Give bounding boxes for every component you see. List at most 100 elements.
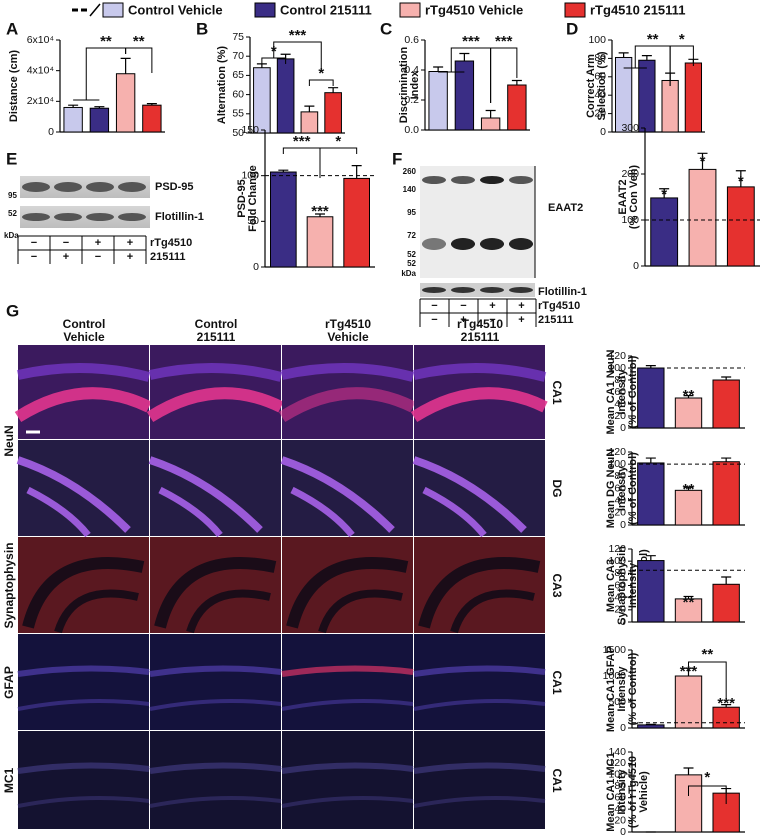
y-axis-title: (% of Control) (627, 452, 639, 525)
significance-bracket (273, 41, 322, 72)
y-axis-title: Intensity (616, 769, 628, 815)
micrograph (282, 731, 413, 829)
blot-band (54, 182, 82, 192)
y-tick-label: 0.6 (404, 34, 419, 46)
micrograph-layer (281, 698, 414, 711)
y-tick-label: 75 (232, 31, 244, 43)
y-axis-title: Vehicle) (638, 771, 650, 813)
micrograph-layer (413, 698, 546, 711)
significance-label: * (700, 153, 706, 170)
significance-label: ** (100, 33, 112, 50)
legend-label: Control Vehicle (128, 2, 223, 17)
legend-label: rTg4510 215111 (590, 2, 685, 17)
micrograph-layer (149, 698, 282, 711)
protein-label: Flotillin-1 (538, 286, 587, 298)
error-bar (315, 213, 325, 217)
y-tick-label: 0 (633, 260, 639, 272)
y-tick-label: 20 (614, 507, 626, 519)
y-axis-title: Distance (cm) (8, 50, 20, 122)
bar (428, 71, 448, 131)
legend-swatch (254, 2, 276, 18)
significance-label: *** (293, 133, 311, 150)
micrograph-layer (290, 486, 355, 538)
blot-image (420, 283, 535, 297)
y-tick-label: 40 (614, 398, 626, 410)
sign: + (518, 300, 524, 312)
significance-label: * (318, 65, 324, 82)
y-axis-title: (% of Control) (627, 355, 639, 428)
y-axis-title: Selection (%) (596, 51, 608, 120)
y-tick-label: 0.2 (404, 94, 419, 106)
legend-swatch (564, 2, 586, 18)
y-tick-label: 40 (614, 494, 626, 506)
micrograph-layer (16, 456, 131, 533)
significance-label: *** (311, 203, 329, 220)
panel-label: C (380, 19, 392, 38)
blot-band (480, 176, 504, 184)
y-tick-label: 120 (608, 350, 626, 362)
column-header: rTg4510 (457, 317, 503, 331)
significance-bracket (319, 147, 358, 178)
micrograph-layer (17, 665, 150, 677)
blot-band (22, 182, 50, 192)
region-label: CA1 (550, 670, 564, 694)
blot-band (422, 176, 446, 184)
micrograph (150, 537, 281, 633)
y-tick-label: 100 (608, 458, 626, 470)
error-bar (645, 555, 656, 561)
error-bar (683, 767, 694, 775)
micrograph (18, 731, 149, 829)
column-header: rTg4510 (325, 317, 371, 331)
column-header: Vehicle (327, 330, 369, 344)
y-tick-label: 0 (620, 519, 626, 531)
micrograph (18, 537, 149, 633)
sign: − (431, 300, 437, 312)
micrograph (414, 537, 545, 633)
column-header: 215111 (461, 330, 500, 344)
blot-band (451, 287, 475, 293)
region-label: CA1 (550, 768, 564, 792)
y-tick-label: 1000 (603, 670, 627, 682)
error-bar (721, 457, 732, 462)
blot-band (54, 213, 82, 221)
error-bar (256, 63, 267, 68)
y-tick-label: 100 (608, 362, 626, 374)
bar (507, 84, 527, 131)
panel-label: D (566, 19, 578, 38)
region-label: DG (550, 480, 564, 498)
micrograph-layer (280, 456, 395, 533)
y-tick-label: 20 (594, 107, 606, 119)
significance-label: ** (701, 646, 713, 663)
significance-bracket (308, 79, 334, 86)
micrograph-layer (412, 363, 547, 382)
significance-label: * (335, 133, 341, 150)
micrograph-layer (17, 698, 150, 711)
bar (712, 379, 740, 429)
micrograph-layer (17, 795, 150, 808)
y-axis-title: Intensity (616, 465, 628, 511)
micrograph (150, 731, 281, 829)
blot-band (451, 176, 475, 184)
micrograph (414, 634, 545, 730)
bar (712, 583, 740, 623)
bar (276, 58, 295, 134)
bar (115, 73, 136, 133)
sign: − (63, 237, 69, 249)
y-tick-label: 100 (608, 555, 626, 567)
protein-label: PSD-95 (155, 181, 194, 193)
y-tick-label: 200 (621, 168, 639, 180)
y-axis-title: (% Con Veh) (628, 165, 640, 230)
column-header: Control (63, 317, 106, 331)
bar (343, 177, 371, 268)
y-tick-label: 50 (232, 127, 244, 139)
kda-marker: 95 (8, 191, 17, 200)
column-header: Vehicle (63, 330, 105, 344)
legend-swatch (102, 2, 124, 18)
blot-band (22, 213, 50, 221)
column-header: 215111 (197, 330, 236, 344)
error-bar (735, 170, 746, 187)
significance-label: *** (717, 695, 735, 712)
bar (661, 79, 679, 133)
bar (637, 724, 665, 729)
sign: − (489, 314, 495, 326)
